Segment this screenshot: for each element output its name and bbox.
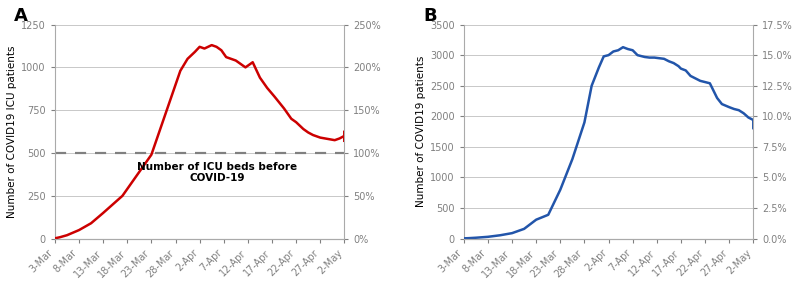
Y-axis label: Number of COVID19 ICU patients: Number of COVID19 ICU patients [7,45,17,218]
Text: Number of ICU beds before
COVID-19: Number of ICU beds before COVID-19 [137,162,297,183]
Y-axis label: Number of COVID19 patients: Number of COVID19 patients [416,56,426,207]
Text: B: B [423,7,437,25]
Text: A: A [14,7,28,25]
